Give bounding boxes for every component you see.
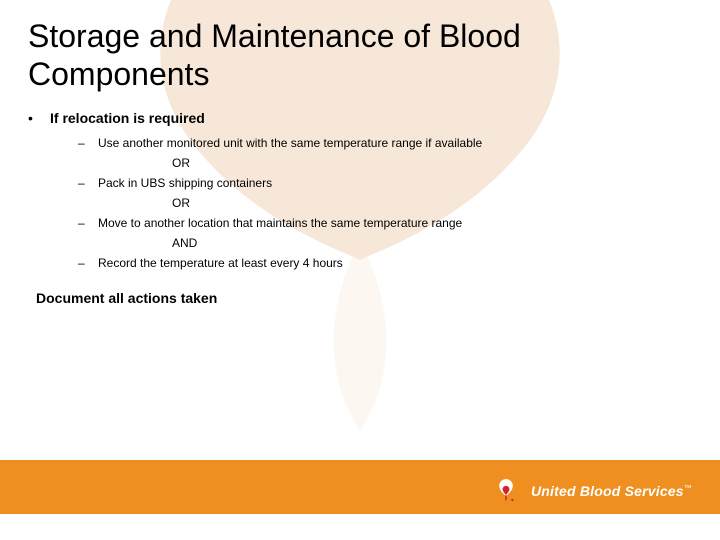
sub-text: Use another monitored unit with the same…	[98, 134, 482, 152]
sub-bullet-list: – Use another monitored unit with the sa…	[78, 134, 692, 272]
connector-text: AND	[172, 234, 692, 252]
brand-name: United Blood Services	[531, 483, 684, 499]
sub-text: Record the temperature at least every 4 …	[98, 254, 343, 272]
content-area: Storage and Maintenance of Blood Compone…	[0, 0, 720, 306]
dash-marker: –	[78, 176, 98, 190]
heart-logo-icon	[489, 474, 523, 508]
slide: Storage and Maintenance of Blood Compone…	[0, 0, 720, 540]
sub-item: – Pack in UBS shipping containers	[78, 174, 692, 192]
sub-item: – Move to another location that maintain…	[78, 214, 692, 232]
document-actions-line: Document all actions taken	[36, 290, 692, 306]
dash-marker: –	[78, 216, 98, 230]
sub-item: – Use another monitored unit with the sa…	[78, 134, 692, 152]
sub-text: Pack in UBS shipping containers	[98, 174, 272, 192]
sub-text: Move to another location that maintains …	[98, 214, 462, 232]
sub-item: – Record the temperature at least every …	[78, 254, 692, 272]
connector-text: OR	[172, 154, 692, 172]
footer-logo: United Blood Services™	[489, 474, 692, 508]
connector-text: OR	[172, 194, 692, 212]
slide-title: Storage and Maintenance of Blood Compone…	[28, 18, 692, 94]
dash-marker: –	[78, 256, 98, 270]
bullet-text: If relocation is required	[50, 110, 205, 126]
bullet-marker: •	[28, 110, 50, 126]
bullet-level1: • If relocation is required	[28, 110, 692, 126]
trademark: ™	[684, 483, 692, 492]
dash-marker: –	[78, 136, 98, 150]
footer-brand-text: United Blood Services™	[531, 483, 692, 499]
